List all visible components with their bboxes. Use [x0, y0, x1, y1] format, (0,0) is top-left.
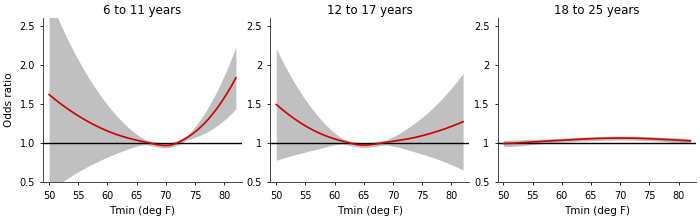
X-axis label: Tmin (deg F): Tmin (deg F): [564, 206, 630, 216]
X-axis label: Tmin (deg F): Tmin (deg F): [337, 206, 402, 216]
Y-axis label: Odds ratio: Odds ratio: [4, 73, 14, 127]
Title: 6 to 11 years: 6 to 11 years: [104, 4, 181, 17]
Title: 12 to 17 years: 12 to 17 years: [327, 4, 412, 17]
Title: 18 to 25 years: 18 to 25 years: [554, 4, 640, 17]
X-axis label: Tmin (deg F): Tmin (deg F): [109, 206, 176, 216]
